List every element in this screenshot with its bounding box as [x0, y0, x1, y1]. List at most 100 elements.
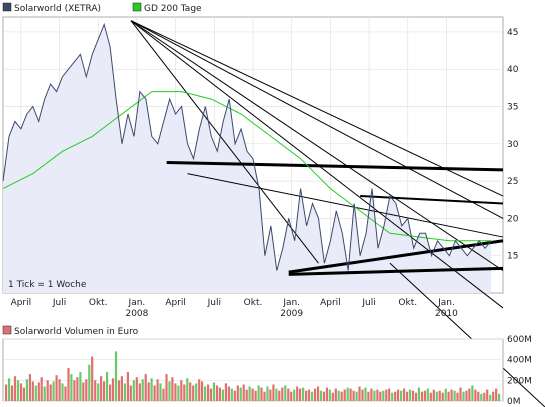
volume-bar	[159, 383, 162, 401]
trend-line	[130, 20, 504, 197]
volume-bar	[215, 385, 219, 401]
trend-lines	[130, 20, 545, 407]
price-x-axis: April Juli Okt. Jan. April Juli Okt. Jan. April J…	[11, 298, 459, 319]
volume-bar	[287, 388, 290, 401]
price-y-tick-label: 30	[507, 140, 519, 150]
volume-bar	[207, 384, 210, 401]
volume-bar	[73, 380, 76, 401]
volume-bar	[376, 389, 379, 401]
volume-bar	[465, 390, 468, 401]
volume-bar	[316, 386, 320, 401]
volume-bar	[322, 391, 325, 401]
price-plot: 15 20 25 30 35 40 45 April Juli Okt. Jan. April Jul…	[2, 16, 545, 407]
volume-bar	[343, 389, 346, 401]
volume-bar	[408, 389, 412, 401]
volume-bar	[305, 390, 308, 401]
volume-bar	[82, 382, 85, 401]
volume-bar	[325, 387, 328, 401]
volume-bar	[394, 391, 397, 401]
volume-bar	[468, 388, 471, 401]
volume-bar	[147, 382, 150, 401]
volume-bar	[224, 383, 227, 401]
tick-note: 1 Tick = 1 Woche	[8, 280, 87, 290]
volume-bar	[403, 388, 406, 401]
volume-bar	[266, 386, 269, 401]
volume-bar	[180, 380, 183, 401]
volume-bar	[156, 379, 159, 401]
volume-bar	[174, 383, 177, 401]
volume-bar	[337, 390, 340, 401]
volume-y-tick-label: 0M	[507, 397, 521, 407]
volume-bar	[209, 388, 213, 401]
volume-bar	[414, 392, 418, 401]
price-x-tick-label: April	[165, 298, 186, 308]
volume-bar	[281, 387, 284, 401]
price-year-label: 2009	[280, 309, 303, 319]
volume-bar	[417, 387, 420, 401]
volume-bar	[257, 385, 260, 401]
volume-bar	[85, 379, 88, 401]
volume-y-tick-label: 200M	[507, 376, 532, 386]
volume-bar	[290, 391, 293, 401]
volume-bar	[245, 389, 248, 401]
volume-bar	[195, 383, 198, 401]
volume-bar	[144, 374, 147, 401]
price-x-tick-label: Okt.	[398, 298, 417, 308]
legend-label-ma: GD 200 Tage	[144, 4, 202, 14]
volume-bar	[97, 383, 100, 401]
volume-bar	[260, 387, 263, 401]
volume-bar	[346, 387, 349, 401]
volume-bar	[441, 392, 444, 401]
volume-bar	[400, 390, 403, 401]
price-year-label: 2008	[125, 309, 148, 319]
volume-bar	[447, 391, 450, 401]
volume-bar	[94, 380, 97, 401]
price-y-tick-label: 25	[507, 177, 518, 187]
volume-bar	[150, 378, 153, 401]
volume-bar	[438, 390, 441, 401]
volume-bar	[120, 376, 123, 401]
volume-bar	[141, 379, 144, 401]
volume-bar	[459, 387, 462, 401]
price-x-tick-label: Jan.	[128, 298, 146, 308]
price-line	[2, 22, 492, 271]
volume-bar	[165, 374, 168, 401]
legend-label-price: Solarworld (XETRA)	[14, 4, 101, 14]
volume-bar	[328, 389, 331, 401]
volume-bar	[426, 388, 429, 401]
trend-line	[130, 20, 504, 272]
volume-bar	[429, 392, 432, 401]
volume-bar	[25, 379, 28, 401]
volume-y-tick-label: 600M	[507, 335, 532, 345]
volume-bar	[76, 377, 79, 401]
volume-bar	[382, 390, 385, 401]
volume-bar	[474, 389, 477, 401]
volume-bar	[313, 388, 317, 401]
volume-bar	[495, 388, 498, 401]
volume-bar	[239, 387, 242, 401]
volume-bar	[67, 367, 70, 401]
volume-bar	[111, 378, 115, 401]
volume-bar	[462, 391, 465, 401]
volume-bar	[471, 385, 474, 401]
volume-bar	[444, 388, 447, 401]
price-x-tick-label: Jan.	[282, 298, 300, 308]
price-x-tick-label: Okt.	[244, 298, 263, 308]
trend-line	[360, 195, 504, 205]
volume-bar	[453, 390, 456, 401]
volume-bar	[100, 376, 103, 401]
volume-bar	[296, 386, 299, 401]
price-y-tick-label: 35	[507, 103, 518, 113]
price-area-fill	[3, 24, 492, 293]
volume-bar	[103, 381, 106, 401]
volume-bar	[88, 364, 91, 401]
price-x-tick-label: Okt.	[89, 298, 108, 308]
trend-line	[130, 20, 319, 264]
volume-bar	[385, 389, 388, 401]
volume-bar	[52, 381, 55, 401]
volume-bar	[284, 385, 287, 401]
volume-bar	[177, 385, 180, 401]
volume-bar	[186, 378, 189, 401]
volume-bar	[37, 382, 40, 401]
